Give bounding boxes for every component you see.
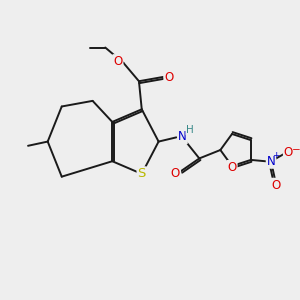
Text: O: O — [113, 55, 122, 68]
Text: N: N — [267, 155, 275, 168]
Text: N: N — [178, 130, 187, 143]
Text: O: O — [272, 179, 281, 192]
Text: H: H — [187, 124, 194, 134]
Text: −: − — [291, 145, 300, 155]
Text: O: O — [227, 161, 237, 174]
Text: O: O — [284, 146, 293, 159]
Text: O: O — [171, 167, 180, 180]
Text: S: S — [138, 167, 146, 180]
Text: O: O — [164, 70, 174, 83]
Text: +: + — [272, 151, 280, 160]
